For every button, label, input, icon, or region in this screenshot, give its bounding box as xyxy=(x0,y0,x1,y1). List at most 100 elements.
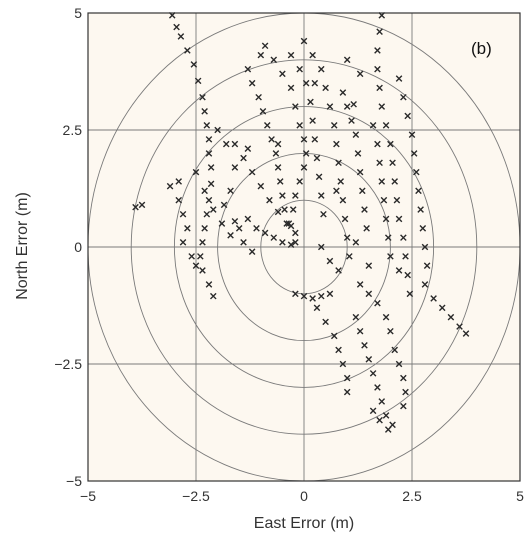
data-point xyxy=(292,229,299,237)
data-point xyxy=(421,281,429,288)
data-point xyxy=(240,239,247,246)
data-point xyxy=(343,103,351,110)
data-point xyxy=(400,234,407,241)
data-point xyxy=(214,126,221,134)
data-point xyxy=(175,196,183,204)
data-point xyxy=(462,330,470,337)
data-point xyxy=(296,178,303,185)
data-point xyxy=(400,93,407,101)
data-point xyxy=(261,42,269,50)
data-point xyxy=(218,220,226,227)
data-point xyxy=(343,234,351,241)
data-point xyxy=(300,136,308,143)
plot-frame xyxy=(87,12,521,482)
data-point xyxy=(199,267,206,274)
data-point xyxy=(406,290,414,298)
data-point xyxy=(317,192,325,199)
data-point xyxy=(419,224,427,232)
data-point xyxy=(378,178,386,185)
data-point xyxy=(376,416,383,424)
data-point xyxy=(274,208,282,216)
data-point xyxy=(376,84,383,92)
y-tick-label: −2.5 xyxy=(54,356,82,372)
data-point xyxy=(309,117,316,124)
data-point xyxy=(248,168,256,176)
data-point xyxy=(244,215,252,223)
x-tick-label: 5 xyxy=(516,488,524,504)
y-tick-label: 0 xyxy=(74,239,82,255)
data-point xyxy=(389,159,396,167)
data-point xyxy=(199,239,206,246)
range-ring xyxy=(217,152,391,342)
data-point xyxy=(343,56,351,64)
data-point xyxy=(287,241,295,248)
data-point xyxy=(220,201,228,209)
data-point xyxy=(337,178,345,185)
data-point xyxy=(207,164,215,171)
data-point xyxy=(339,196,347,204)
data-point xyxy=(395,267,403,274)
data-point xyxy=(417,206,424,213)
data-point xyxy=(361,206,368,213)
data-point xyxy=(374,140,381,148)
data-point xyxy=(201,187,208,195)
data-point xyxy=(227,232,234,239)
data-point xyxy=(341,215,349,223)
data-point xyxy=(335,159,342,167)
data-point xyxy=(274,164,282,171)
data-point xyxy=(369,407,377,415)
data-point xyxy=(205,136,213,143)
data-point xyxy=(188,253,195,260)
data-point xyxy=(326,103,334,110)
data-point xyxy=(382,412,390,419)
data-point xyxy=(387,140,394,148)
data-point xyxy=(354,150,362,157)
data-point xyxy=(343,388,351,396)
data-point xyxy=(438,304,446,312)
data-point xyxy=(231,217,239,225)
data-point xyxy=(261,229,269,237)
data-point xyxy=(205,196,213,204)
range-ring xyxy=(130,59,478,435)
data-point xyxy=(387,327,394,335)
data-point xyxy=(356,168,364,176)
x-tick-label: 2.5 xyxy=(402,488,422,504)
data-point xyxy=(179,210,187,218)
data-point xyxy=(289,206,297,213)
data-point xyxy=(378,103,386,110)
data-point xyxy=(356,327,364,335)
data-point xyxy=(283,220,291,227)
data-point xyxy=(231,164,239,171)
scatter-points xyxy=(132,12,470,433)
data-point xyxy=(201,224,208,232)
data-point xyxy=(382,122,390,129)
data-point xyxy=(177,33,185,40)
data-point xyxy=(382,313,390,321)
data-point xyxy=(255,93,262,101)
data-point xyxy=(317,243,325,251)
data-point xyxy=(389,421,396,429)
data-point xyxy=(395,360,403,368)
data-point xyxy=(313,154,321,162)
data-point xyxy=(184,224,191,232)
data-point xyxy=(175,178,183,185)
data-point xyxy=(410,150,418,157)
data-point xyxy=(346,253,353,260)
data-point xyxy=(333,187,340,195)
data-point xyxy=(395,215,403,223)
panel-label: (b) xyxy=(471,39,492,58)
data-point xyxy=(309,295,316,302)
y-tick-label: 2.5 xyxy=(63,122,83,138)
data-point xyxy=(447,313,455,321)
data-point xyxy=(292,290,299,298)
data-point xyxy=(333,140,340,148)
data-point xyxy=(315,173,323,181)
data-point xyxy=(199,93,206,101)
data-point xyxy=(270,56,278,64)
data-point xyxy=(270,234,278,241)
data-point xyxy=(307,98,314,106)
x-tick-label: −2.5 xyxy=(182,488,210,504)
data-point xyxy=(335,346,342,354)
data-point xyxy=(192,168,200,176)
